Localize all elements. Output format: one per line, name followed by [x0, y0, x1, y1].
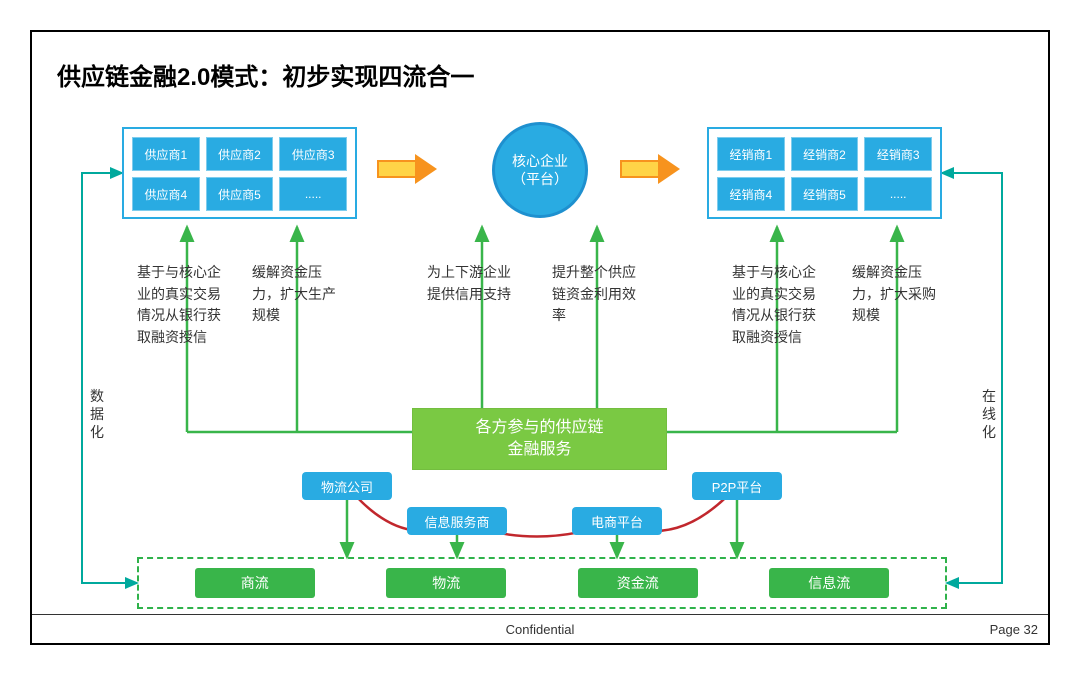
grid-cell: 经销商1 [717, 137, 785, 171]
vertical-label-right: 在线化 [982, 387, 998, 442]
flow-arrow-left [377, 154, 437, 184]
grid-cell: 供应商3 [279, 137, 347, 171]
slide-frame: 供应链金融2.0模式：初步实现四流合一 供应商1供应商2供应商3 供应商4供应商5… [30, 30, 1050, 645]
explanation-text-6: 缓解资金压力，扩大采购规模 [852, 262, 942, 327]
distributors-group: 经销商1经销商2经销商3 经销商4经销商5..... [707, 127, 942, 219]
slide-title: 供应链金融2.0模式：初步实现四流合一 [57, 57, 474, 92]
explanation-text-3: 为上下游企业提供信用支持 [427, 262, 517, 305]
flow-tag: 物流 [386, 568, 506, 598]
four-flows-container: 商流 物流 资金流 信息流 [137, 557, 947, 609]
footer-confidential: Confidential [506, 622, 575, 637]
supply-chain-service-box: 各方参与的供应链 金融服务 [412, 408, 667, 470]
grid-cell: 供应商2 [206, 137, 274, 171]
grid-cell: 经销商5 [791, 177, 859, 211]
suppliers-group: 供应商1供应商2供应商3 供应商4供应商5..... [122, 127, 357, 219]
flow-arrow-right [620, 154, 680, 184]
participant-1: 物流公司 [302, 472, 392, 500]
explanation-text-2: 缓解资金压力，扩大生产规模 [252, 262, 342, 327]
grid-cell: 经销商4 [717, 177, 785, 211]
vertical-label-left: 数据化 [90, 387, 106, 442]
footer-divider [32, 614, 1048, 615]
grid-cell: 供应商5 [206, 177, 274, 211]
footer-page-number: Page 32 [990, 622, 1038, 637]
flow-tag: 商流 [195, 568, 315, 598]
grid-cell: ..... [864, 177, 932, 211]
flow-tag: 资金流 [578, 568, 698, 598]
participant-3: 电商平台 [572, 507, 662, 535]
explanation-text-4: 提升整个供应链资金利用效率 [552, 262, 642, 327]
grid-cell: 经销商2 [791, 137, 859, 171]
flow-tag: 信息流 [769, 568, 889, 598]
grid-cell: 经销商3 [864, 137, 932, 171]
core-enterprise-circle: 核心企业 （平台） [492, 122, 588, 218]
explanation-text-5: 基于与核心企业的真实交易情况从银行获取融资授信 [732, 262, 822, 349]
grid-cell: 供应商1 [132, 137, 200, 171]
participant-4: P2P平台 [692, 472, 782, 500]
participant-2: 信息服务商 [407, 507, 507, 535]
grid-cell: ..... [279, 177, 347, 211]
grid-cell: 供应商4 [132, 177, 200, 211]
explanation-text-1: 基于与核心企业的真实交易情况从银行获取融资授信 [137, 262, 227, 349]
